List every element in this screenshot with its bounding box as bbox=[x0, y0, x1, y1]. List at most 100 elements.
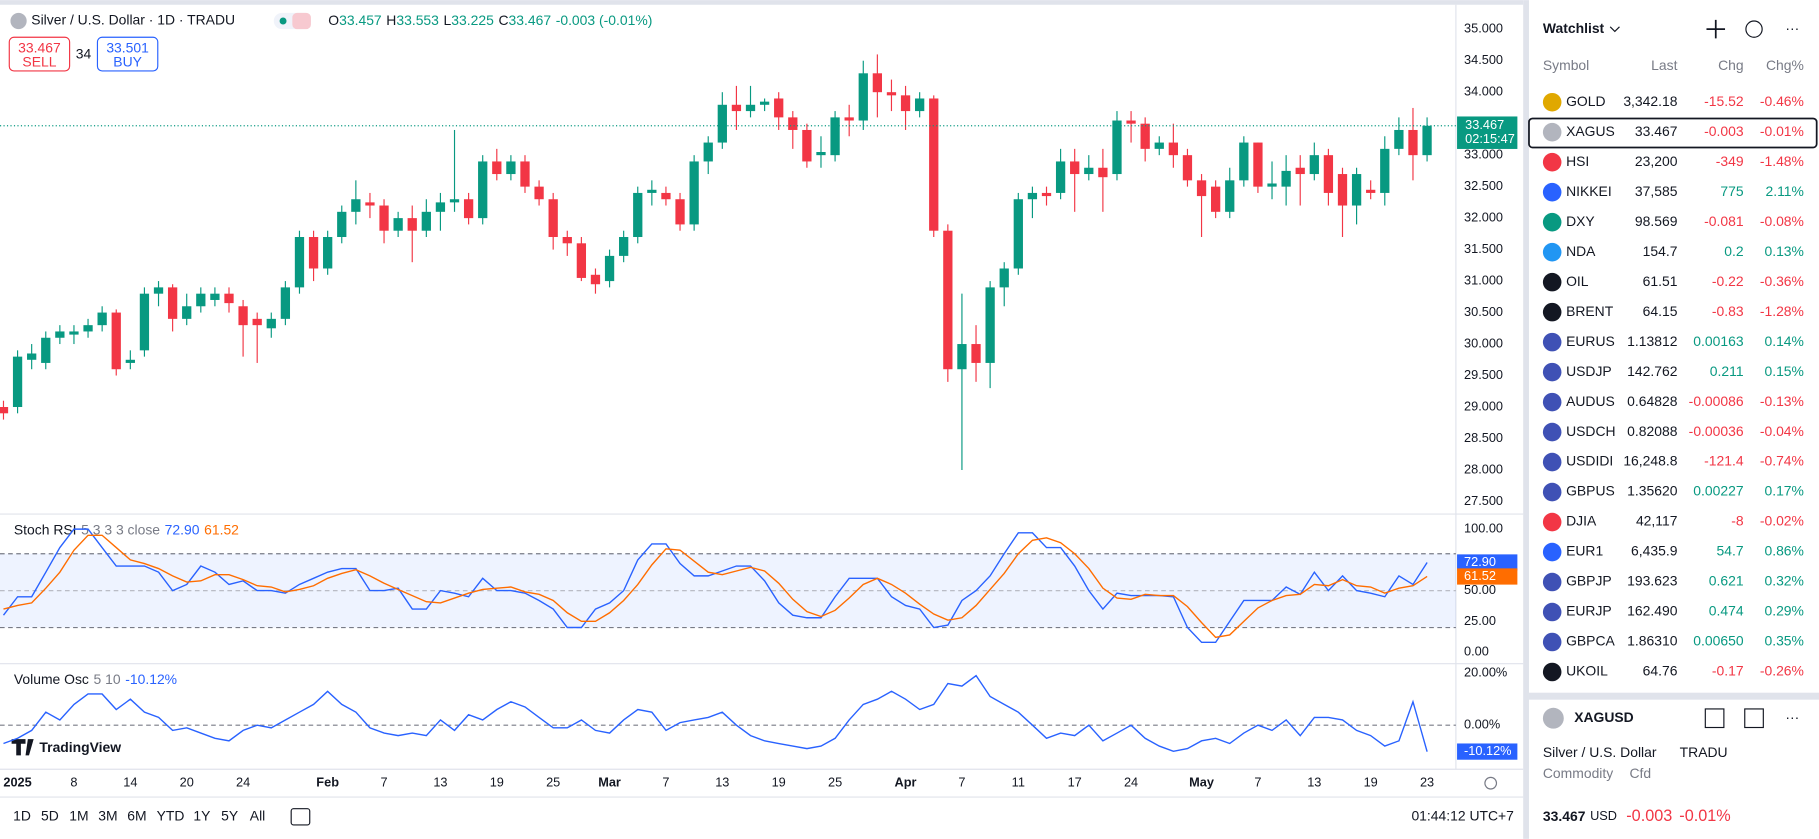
symbol-icon bbox=[1542, 332, 1562, 352]
symbol-icon bbox=[1542, 362, 1562, 382]
y-tick-label: 31.000 bbox=[1464, 272, 1503, 287]
more-icon[interactable]: ··· bbox=[1785, 709, 1799, 725]
symbol-icon bbox=[1542, 122, 1562, 142]
value-tag-label: 61.52 bbox=[1464, 568, 1496, 583]
last: 1.13812 bbox=[1627, 333, 1678, 349]
dropdown-caret[interactable] bbox=[1609, 26, 1620, 33]
indicator-header: Volume Osc 5 10 -10.12% bbox=[14, 671, 177, 687]
candle-body bbox=[41, 337, 51, 363]
column-header[interactable]: Last bbox=[1651, 57, 1677, 73]
symbol[interactable]: UKOIL bbox=[1566, 663, 1608, 679]
symbol[interactable]: NIKKEI bbox=[1566, 183, 1612, 199]
candle-body bbox=[210, 293, 220, 300]
symbol[interactable]: GBPUS bbox=[1566, 483, 1615, 499]
layout-icon[interactable] bbox=[1704, 708, 1725, 729]
candle-body bbox=[506, 161, 516, 175]
candle-body bbox=[929, 98, 939, 231]
candle-body bbox=[1211, 186, 1221, 212]
range-button[interactable]: 5D bbox=[41, 807, 59, 823]
indicator-header: Stoch RSI 5 3 3 3 close 72.90 61.52 bbox=[14, 521, 239, 537]
candle-body bbox=[1323, 155, 1334, 193]
candle-body bbox=[1239, 142, 1249, 181]
symbol[interactable]: NDA bbox=[1566, 243, 1596, 259]
symbol-icon bbox=[1542, 482, 1562, 502]
add-icon[interactable] bbox=[1706, 19, 1726, 39]
change-percent: -0.36% bbox=[1760, 273, 1804, 289]
change: 0.00227 bbox=[1693, 483, 1744, 499]
change: -0.00036 bbox=[1689, 423, 1744, 439]
symbol[interactable]: DXY bbox=[1566, 213, 1595, 229]
symbol[interactable]: BRENT bbox=[1566, 303, 1614, 319]
x-tick-label: 13 bbox=[1307, 775, 1321, 790]
symbol-icon bbox=[1542, 662, 1562, 682]
symbol[interactable]: XAGUS bbox=[1566, 123, 1615, 139]
column-header[interactable]: Chg bbox=[1718, 57, 1744, 73]
candle-body bbox=[125, 359, 135, 363]
y-tick-label: 30.500 bbox=[1464, 304, 1503, 319]
last: 3,342.18 bbox=[1623, 93, 1677, 109]
date-range-icon[interactable] bbox=[290, 808, 311, 826]
symbol-icon bbox=[1542, 392, 1562, 412]
candle-body bbox=[435, 202, 446, 212]
edit-icon[interactable] bbox=[1744, 708, 1764, 729]
last-price-label: 33.467 bbox=[1465, 117, 1504, 132]
range-button[interactable]: 1M bbox=[69, 807, 88, 823]
sell-button[interactable] bbox=[8, 36, 71, 72]
y-tick-label: 34.500 bbox=[1464, 52, 1503, 67]
symbol[interactable]: GBPCA bbox=[1566, 633, 1615, 649]
candle-body bbox=[717, 104, 727, 143]
column-header[interactable]: Symbol bbox=[1543, 57, 1589, 73]
symbol[interactable]: USDCH bbox=[1566, 423, 1615, 439]
candle-body bbox=[463, 199, 474, 219]
symbol[interactable]: AUDUS bbox=[1566, 393, 1615, 409]
chart-icon[interactable] bbox=[1745, 20, 1763, 38]
ohlc: O33.457 H33.553 L33.225 C33.467 -0.003 (-0.0… bbox=[328, 12, 652, 28]
last: 37,585 bbox=[1635, 183, 1678, 199]
y-tick-label: 31.500 bbox=[1464, 241, 1503, 256]
last: 1.86310 bbox=[1627, 633, 1678, 649]
symbol[interactable]: GOLD bbox=[1566, 93, 1605, 109]
range-button[interactable]: All bbox=[250, 807, 265, 823]
spread: 34 bbox=[76, 45, 92, 61]
candle-body bbox=[365, 202, 375, 206]
value-tag bbox=[1457, 568, 1518, 585]
range-button[interactable]: 1D bbox=[13, 807, 31, 823]
x-tick-label: Mar bbox=[598, 775, 621, 790]
candle-body bbox=[492, 161, 502, 175]
symbol[interactable]: HSI bbox=[1566, 153, 1589, 169]
change-percent: -0.02% bbox=[1760, 513, 1804, 529]
detail-symbol[interactable]: XAGUSD bbox=[1574, 709, 1633, 725]
last: 16,248.8 bbox=[1623, 453, 1677, 469]
symbol[interactable]: DJIA bbox=[1566, 513, 1597, 529]
symbol[interactable]: OIL bbox=[1566, 273, 1589, 289]
symbol[interactable]: GBPJP bbox=[1566, 573, 1612, 589]
symbol[interactable]: USDJP bbox=[1566, 363, 1612, 379]
change-percent: -0.13% bbox=[1760, 393, 1804, 409]
candle-body bbox=[323, 237, 333, 269]
column-header[interactable]: Chg% bbox=[1766, 57, 1804, 73]
y-tick-label: 28.500 bbox=[1464, 430, 1503, 445]
watchlist-title[interactable]: Watchlist bbox=[1543, 20, 1605, 36]
symbol[interactable]: EURJP bbox=[1566, 603, 1612, 619]
more-icon[interactable]: ··· bbox=[1785, 20, 1799, 36]
candle-body bbox=[294, 237, 305, 288]
range-button[interactable]: 1Y bbox=[193, 807, 210, 823]
chart-title[interactable]: Silver / U.S. Dollar · 1D · TRADU bbox=[31, 12, 235, 28]
candle-body bbox=[27, 353, 37, 360]
symbol[interactable]: USDIDI bbox=[1566, 453, 1613, 469]
range-button[interactable]: YTD bbox=[157, 807, 185, 823]
candle-body bbox=[1182, 155, 1193, 181]
buy-button[interactable] bbox=[96, 36, 159, 72]
range-button[interactable]: 3M bbox=[98, 807, 117, 823]
change: 0.211 bbox=[1710, 363, 1744, 379]
y-tick-label: 25.00 bbox=[1464, 613, 1496, 628]
change: -0.003 bbox=[1704, 123, 1744, 139]
symbol[interactable]: EURUS bbox=[1566, 333, 1615, 349]
settings-icon[interactable] bbox=[1484, 776, 1498, 790]
range-button[interactable]: 6M bbox=[127, 807, 146, 823]
last: 193.623 bbox=[1627, 573, 1678, 589]
candle-body bbox=[421, 211, 431, 231]
range-button[interactable]: 5Y bbox=[221, 807, 238, 823]
symbol[interactable]: EUR1 bbox=[1566, 543, 1603, 559]
